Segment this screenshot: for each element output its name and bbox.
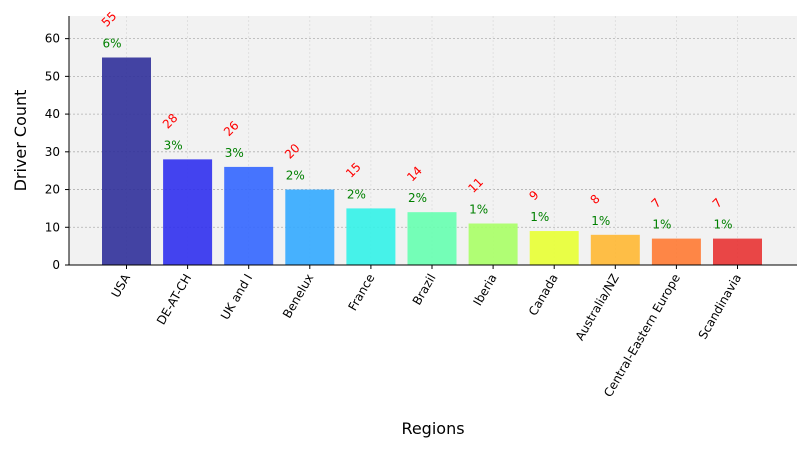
y-tick-label: 10	[45, 220, 60, 234]
x-tick-label: UK and I	[218, 272, 255, 323]
bar-percent-label: 1%	[591, 214, 610, 228]
x-tick-label: DE-AT-CH	[154, 272, 194, 328]
bar-central-eastern-europe	[651, 238, 701, 265]
y-axis-ticks: 0 10 20 30 40 50 60	[45, 32, 69, 272]
bar-scandinavia	[713, 238, 762, 265]
bar-france	[346, 208, 396, 265]
bar-percent-label: 1%	[530, 210, 549, 224]
bar-brazil	[407, 212, 457, 265]
bar-percent-label: 1%	[652, 218, 671, 232]
bar-percent-label: 2%	[347, 187, 366, 201]
y-tick-label: 60	[45, 32, 60, 46]
x-tick-label: Benelux	[280, 272, 316, 321]
x-tick-label: Canada	[526, 272, 561, 319]
y-tick-label: 40	[45, 107, 60, 121]
bars-group	[102, 57, 762, 265]
bar-percent-label: 3%	[225, 146, 244, 160]
bar-iberia	[468, 223, 518, 265]
bar-usa	[102, 57, 151, 265]
x-tick-label: Australia/NZ	[573, 272, 622, 343]
bar-de-at-ch	[163, 159, 213, 265]
x-tick-label: France	[345, 272, 377, 314]
x-axis-title: Regions	[401, 419, 464, 438]
bar-percent-label: 2%	[286, 169, 305, 183]
bar-percent-label: 6%	[103, 37, 122, 51]
x-axis-ticks: USA DE-AT-CH UK and I Benelux France Brazil Ib…	[109, 265, 745, 399]
axes	[68, 16, 797, 266]
y-tick-label: 0	[52, 258, 60, 272]
y-tick-label: 30	[45, 145, 60, 159]
grid-lines	[69, 16, 797, 265]
bar-percent-label: 1%	[469, 203, 488, 217]
bar-benelux	[285, 189, 335, 265]
bar-uk-and-i	[224, 166, 274, 265]
x-tick-label: Iberia	[470, 271, 499, 308]
y-axis-title: Driver Count	[11, 90, 30, 192]
y-tick-label: 50	[45, 69, 60, 83]
bar-canada	[529, 231, 579, 265]
bar-australia-nz	[590, 234, 640, 265]
bar-percent-label: 3%	[164, 138, 183, 152]
bar-percent-label: 2%	[408, 191, 427, 205]
x-tick-label: USA	[109, 271, 134, 300]
x-tick-label: Brazil	[410, 272, 439, 308]
y-tick-label: 20	[45, 183, 60, 197]
bar-percent-label: 1%	[714, 218, 733, 232]
x-tick-label: Scandinavia	[696, 272, 745, 342]
